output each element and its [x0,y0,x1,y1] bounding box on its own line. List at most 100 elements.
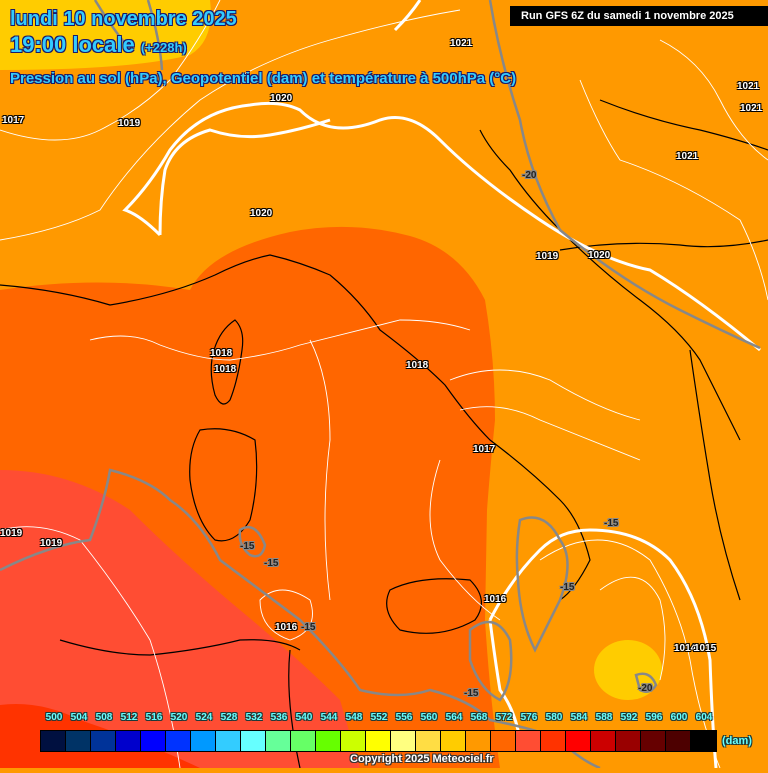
legend-tick: 516 [145,712,163,723]
pressure-label: 1021 [450,38,473,49]
legend-tick: 504 [70,712,88,723]
pressure-label: 1019 [536,251,559,262]
legend-swatch-540 [291,731,316,751]
forecast-lead-hours: (+228h) [140,40,187,55]
legend-tick: 576 [520,712,538,723]
coastlines [0,99,768,769]
legend-tick: 540 [295,712,313,723]
pressure-label: 1015 [694,643,717,654]
legend-tick: 500 [45,712,63,723]
pressure-label: 1020 [588,250,611,261]
geopotential-zone-560-nw [0,0,211,70]
pressure-label: 1019 [118,118,141,129]
legend-swatch-508 [91,731,116,751]
legend-tick: 560 [420,712,438,723]
pressure-label: 1020 [250,208,273,219]
legend-swatch-588 [591,731,616,751]
forecast-time: 19:00 locale (+228h) [10,32,187,58]
pressure-label: 1021 [737,81,760,92]
legend-swatch-592 [616,731,641,751]
pressure-label: 1017 [2,115,25,126]
legend-swatch-564 [441,731,466,751]
pressure-label: 1016 [275,622,298,633]
geopotential-zone-560-se [594,640,662,700]
pressure-label: 1021 [676,151,699,162]
temperature-label: -15 [240,541,255,552]
legend-swatch-568 [466,731,491,751]
pressure-label: 1018 [214,364,237,375]
pressure-label: 1017 [473,444,496,455]
legend-color-bar [40,730,717,752]
legend-ticks: 500 504 508 512 516 520 524 528 532 536 … [40,712,740,726]
legend-swatch-516 [141,731,166,751]
pressure-label: 1018 [210,348,233,359]
model-run-info: Run GFS 6Z du samedi 1 novembre 2025 [510,6,768,26]
legend-swatch-604 [691,731,716,751]
legend-swatch-572 [491,731,516,751]
legend-swatch-500 [41,731,66,751]
legend-swatch-512 [116,731,141,751]
temperature-label: -15 [604,518,619,529]
legend-tick: 520 [170,712,188,723]
pressure-label: 1019 [40,538,63,549]
legend-swatch-548 [341,731,366,751]
legend-tick: 512 [120,712,138,723]
legend-tick: 532 [245,712,263,723]
legend-swatch-544 [316,731,341,751]
legend-swatch-584 [566,731,591,751]
legend-swatch-596 [641,731,666,751]
legend-swatch-504 [66,731,91,751]
legend-tick: 600 [670,712,688,723]
legend-tick: 548 [345,712,363,723]
legend-swatch-580 [541,731,566,751]
legend-tick: 584 [570,712,588,723]
temperature-label: -20 [522,170,537,181]
legend-tick: 556 [395,712,413,723]
legend-tick: 528 [220,712,238,723]
legend-tick: 564 [445,712,463,723]
legend-tick: 524 [195,712,213,723]
legend-tick: 544 [320,712,338,723]
copyright: Copyright 2025 Meteociel.fr [350,753,494,765]
pressure-label: 1020 [270,93,293,104]
forecast-date: lundi 10 novembre 2025 [10,8,237,30]
legend-tick: 552 [370,712,388,723]
temperature-label: -15 [464,688,479,699]
map-parameters-title: Pression au sol (hPa), Geopotentiel (dam… [10,70,517,87]
temperature-label: -15 [560,582,575,593]
legend-swatch-536 [266,731,291,751]
legend-unit: (dam) [722,735,752,747]
legend-swatch-552 [366,731,391,751]
legend-tick: 588 [595,712,613,723]
forecast-time-label: 19:00 locale [10,32,135,57]
legend-swatch-576 [516,731,541,751]
legend-tick: 580 [545,712,563,723]
pressure-label: 1021 [740,103,763,114]
pressure-label: 1019 [0,528,23,539]
pressure-label: 1016 [484,594,507,605]
legend-swatch-556 [391,731,416,751]
legend-tick: 568 [470,712,488,723]
legend-swatch-532 [241,731,266,751]
legend-tick: 572 [495,712,513,723]
legend-tick: 604 [695,712,713,723]
legend-swatch-600 [666,731,691,751]
legend-swatch-528 [216,731,241,751]
pressure-label: 1018 [406,360,429,371]
geopotential-zone-572 [0,470,360,768]
legend-swatch-524 [191,731,216,751]
legend-tick: 508 [95,712,113,723]
pressure-label: 1014 [674,643,697,654]
legend-swatch-520 [166,731,191,751]
legend-tick: 592 [620,712,638,723]
isobar-thick [122,0,761,769]
temperature-label: -15 [301,622,316,633]
legend-tick: 596 [645,712,663,723]
temperature-label: -20 [638,683,653,694]
legend-swatch-560 [416,731,441,751]
legend-tick: 536 [270,712,288,723]
